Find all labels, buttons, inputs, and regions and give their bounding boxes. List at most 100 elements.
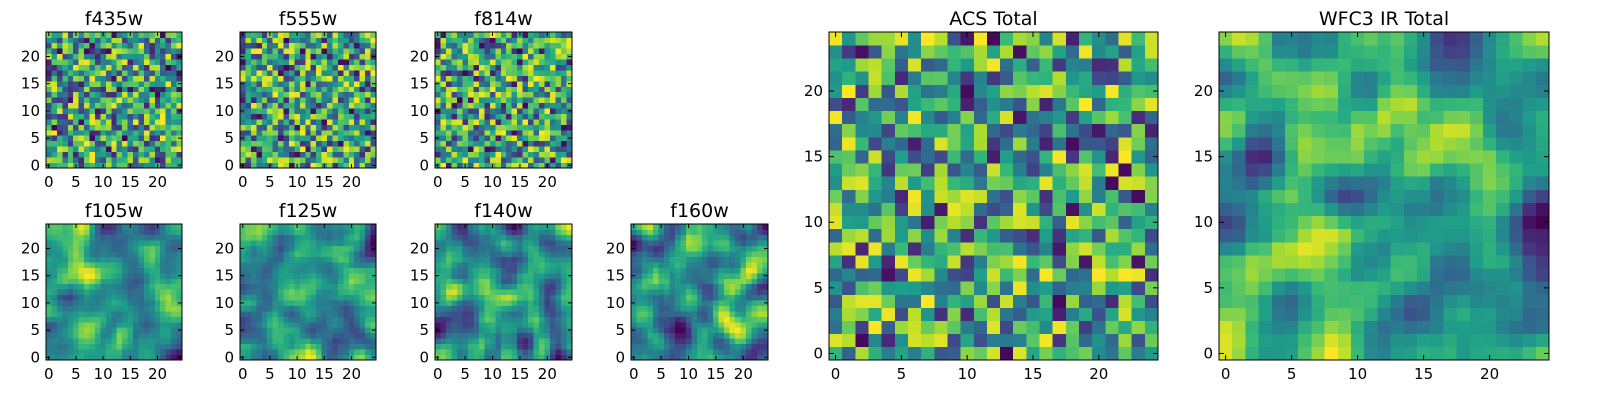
heatmap-cell bbox=[278, 344, 284, 350]
heatmap-cell bbox=[251, 114, 257, 120]
heatmap-cell bbox=[311, 81, 317, 87]
heatmap-cell bbox=[451, 257, 457, 263]
heatmap-cell bbox=[57, 268, 63, 274]
heatmap-cell bbox=[451, 268, 457, 274]
heatmap-cell bbox=[300, 86, 306, 92]
heatmap-cell bbox=[528, 81, 534, 87]
heatmap-cell bbox=[365, 157, 371, 163]
heatmap-cell bbox=[451, 284, 457, 290]
heatmap-cell bbox=[517, 327, 523, 333]
heatmap-cell bbox=[757, 316, 763, 322]
heatmap-cell bbox=[322, 48, 328, 54]
heatmap-cell bbox=[1132, 216, 1146, 229]
heatmap-cell bbox=[642, 251, 648, 257]
heatmap-cell bbox=[371, 235, 377, 241]
heatmap-cell bbox=[451, 322, 457, 328]
heatmap-cell bbox=[57, 163, 63, 169]
heatmap-cell bbox=[106, 278, 112, 284]
heatmap-cell bbox=[338, 54, 344, 60]
heatmap-cell bbox=[171, 224, 177, 230]
heatmap-cell bbox=[327, 54, 333, 60]
heatmap-cell bbox=[556, 273, 562, 279]
heatmap-cell bbox=[457, 152, 463, 158]
heatmap-cell bbox=[462, 108, 468, 114]
heatmap-cell bbox=[278, 300, 284, 306]
heatmap-cell bbox=[561, 43, 567, 49]
heatmap-cell bbox=[741, 257, 747, 263]
heatmap-cell bbox=[338, 70, 344, 76]
heatmap-cell bbox=[550, 152, 556, 158]
heatmap-cell bbox=[128, 229, 134, 235]
heatmap-cell bbox=[117, 130, 123, 136]
x-tick-label: 5 bbox=[656, 365, 666, 383]
heatmap-cell bbox=[100, 92, 106, 98]
heatmap-cell bbox=[354, 224, 360, 230]
heatmap-cell bbox=[144, 130, 150, 136]
heatmap-cell bbox=[457, 163, 463, 169]
heatmap-cell bbox=[528, 92, 534, 98]
heatmap-cell bbox=[349, 349, 355, 355]
heatmap-cell bbox=[539, 119, 545, 125]
heatmap-cell bbox=[256, 240, 262, 246]
heatmap-cell bbox=[117, 108, 123, 114]
heatmap-cell bbox=[343, 300, 349, 306]
heatmap-cell bbox=[539, 235, 545, 241]
heatmap-cell bbox=[501, 108, 507, 114]
heatmap-cell bbox=[746, 289, 752, 295]
heatmap-cell bbox=[556, 124, 562, 130]
heatmap-cell bbox=[305, 86, 311, 92]
heatmap-cell bbox=[133, 333, 139, 339]
heatmap-cell bbox=[144, 229, 150, 235]
heatmap-cell bbox=[462, 344, 468, 350]
heatmap-cell bbox=[631, 306, 637, 312]
heatmap-cell bbox=[365, 300, 371, 306]
heatmap-cell bbox=[160, 43, 166, 49]
heatmap-cell bbox=[332, 135, 338, 141]
heatmap-cell bbox=[117, 81, 123, 87]
heatmap-cell bbox=[160, 235, 166, 241]
heatmap-cell bbox=[138, 338, 144, 344]
heatmap-cell bbox=[245, 114, 251, 120]
heatmap-cell bbox=[724, 316, 730, 322]
y-tick-label: 20 bbox=[410, 47, 429, 65]
heatmap-cell bbox=[100, 152, 106, 158]
heatmap-cell bbox=[664, 235, 670, 241]
heatmap-cell bbox=[360, 316, 366, 322]
heatmap-cell bbox=[468, 119, 474, 125]
heatmap-cell bbox=[446, 146, 452, 152]
heatmap-cell bbox=[484, 97, 490, 103]
heatmap-cell bbox=[128, 235, 134, 241]
heatmap-cell bbox=[1132, 242, 1146, 255]
heatmap-cell bbox=[517, 284, 523, 290]
heatmap-cell bbox=[73, 262, 79, 268]
heatmap-cell bbox=[462, 322, 468, 328]
heatmap-cell bbox=[360, 246, 366, 252]
heatmap-cell bbox=[539, 157, 545, 163]
heatmap-cell bbox=[278, 97, 284, 103]
heatmap-cell bbox=[462, 37, 468, 43]
heatmap-cell bbox=[961, 308, 975, 321]
heatmap-cell bbox=[556, 235, 562, 241]
heatmap-cell bbox=[1013, 255, 1027, 268]
heatmap-cell bbox=[539, 338, 545, 344]
heatmap-cell bbox=[327, 130, 333, 136]
heatmap-cell bbox=[73, 97, 79, 103]
heatmap-cell bbox=[138, 344, 144, 350]
heatmap-cell bbox=[746, 246, 752, 252]
heatmap-cell bbox=[240, 311, 246, 317]
heatmap-cell bbox=[171, 316, 177, 322]
heatmap-cell bbox=[523, 295, 529, 301]
heatmap-cell bbox=[440, 92, 446, 98]
heatmap-cell bbox=[138, 103, 144, 109]
heatmap-cell bbox=[506, 97, 512, 103]
heatmap-cell bbox=[961, 334, 975, 347]
heatmap-cell bbox=[84, 97, 90, 103]
heatmap-cell bbox=[327, 59, 333, 65]
heatmap-cell bbox=[713, 338, 719, 344]
heatmap-cell bbox=[338, 48, 344, 54]
heatmap-cell bbox=[501, 103, 507, 109]
heatmap-cell bbox=[647, 240, 653, 246]
heatmap-cell bbox=[73, 70, 79, 76]
heatmap-cell bbox=[517, 322, 523, 328]
heatmap-cell bbox=[664, 327, 670, 333]
